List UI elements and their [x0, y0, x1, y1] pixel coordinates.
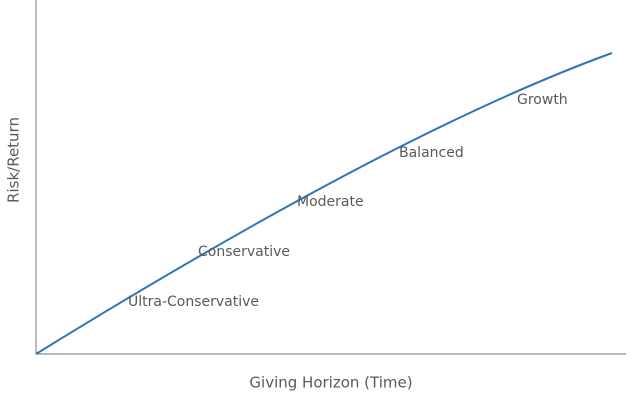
- y-axis-title: Risk/Return: [5, 117, 23, 203]
- curve-label: Conservative: [198, 244, 290, 260]
- curve-label: Balanced: [399, 145, 464, 161]
- x-axis-title: Giving Horizon (Time): [249, 374, 412, 392]
- curve-label: Moderate: [297, 194, 364, 210]
- curve-label: Ultra-Conservative: [128, 294, 259, 310]
- curve-label: Growth: [517, 92, 568, 108]
- risk-return-curve: [35, 52, 613, 355]
